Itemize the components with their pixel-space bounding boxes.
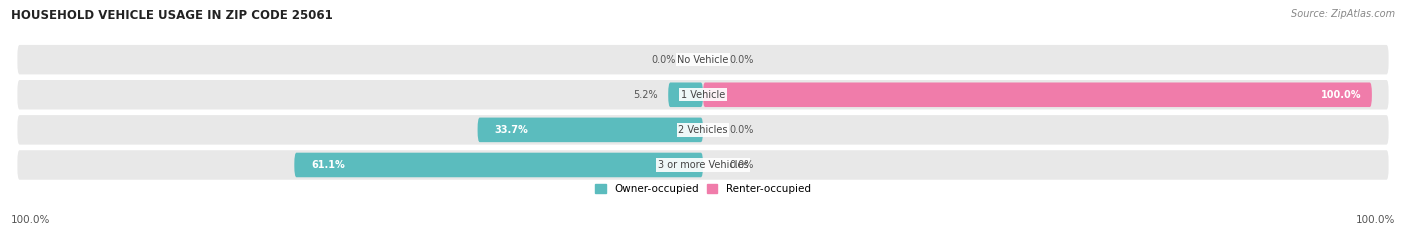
- Text: 5.2%: 5.2%: [634, 90, 658, 100]
- Text: Source: ZipAtlas.com: Source: ZipAtlas.com: [1291, 9, 1395, 19]
- Text: No Vehicle: No Vehicle: [678, 55, 728, 65]
- FancyBboxPatch shape: [17, 80, 1389, 110]
- FancyBboxPatch shape: [17, 115, 1389, 145]
- FancyBboxPatch shape: [294, 153, 703, 177]
- Text: 100.0%: 100.0%: [1355, 215, 1395, 225]
- Legend: Owner-occupied, Renter-occupied: Owner-occupied, Renter-occupied: [591, 180, 815, 198]
- Text: 33.7%: 33.7%: [495, 125, 529, 135]
- Text: 1 Vehicle: 1 Vehicle: [681, 90, 725, 100]
- Text: 0.0%: 0.0%: [730, 160, 754, 170]
- Text: 2 Vehicles: 2 Vehicles: [678, 125, 728, 135]
- FancyBboxPatch shape: [17, 150, 1389, 180]
- Text: 0.0%: 0.0%: [652, 55, 676, 65]
- Text: HOUSEHOLD VEHICLE USAGE IN ZIP CODE 25061: HOUSEHOLD VEHICLE USAGE IN ZIP CODE 2506…: [11, 9, 333, 22]
- Text: 61.1%: 61.1%: [311, 160, 344, 170]
- Text: 100.0%: 100.0%: [1322, 90, 1362, 100]
- FancyBboxPatch shape: [17, 45, 1389, 74]
- FancyBboxPatch shape: [703, 82, 1372, 107]
- FancyBboxPatch shape: [478, 117, 703, 142]
- Text: 100.0%: 100.0%: [11, 215, 51, 225]
- Text: 0.0%: 0.0%: [730, 125, 754, 135]
- FancyBboxPatch shape: [668, 82, 703, 107]
- Text: 0.0%: 0.0%: [730, 55, 754, 65]
- Text: 3 or more Vehicles: 3 or more Vehicles: [658, 160, 748, 170]
